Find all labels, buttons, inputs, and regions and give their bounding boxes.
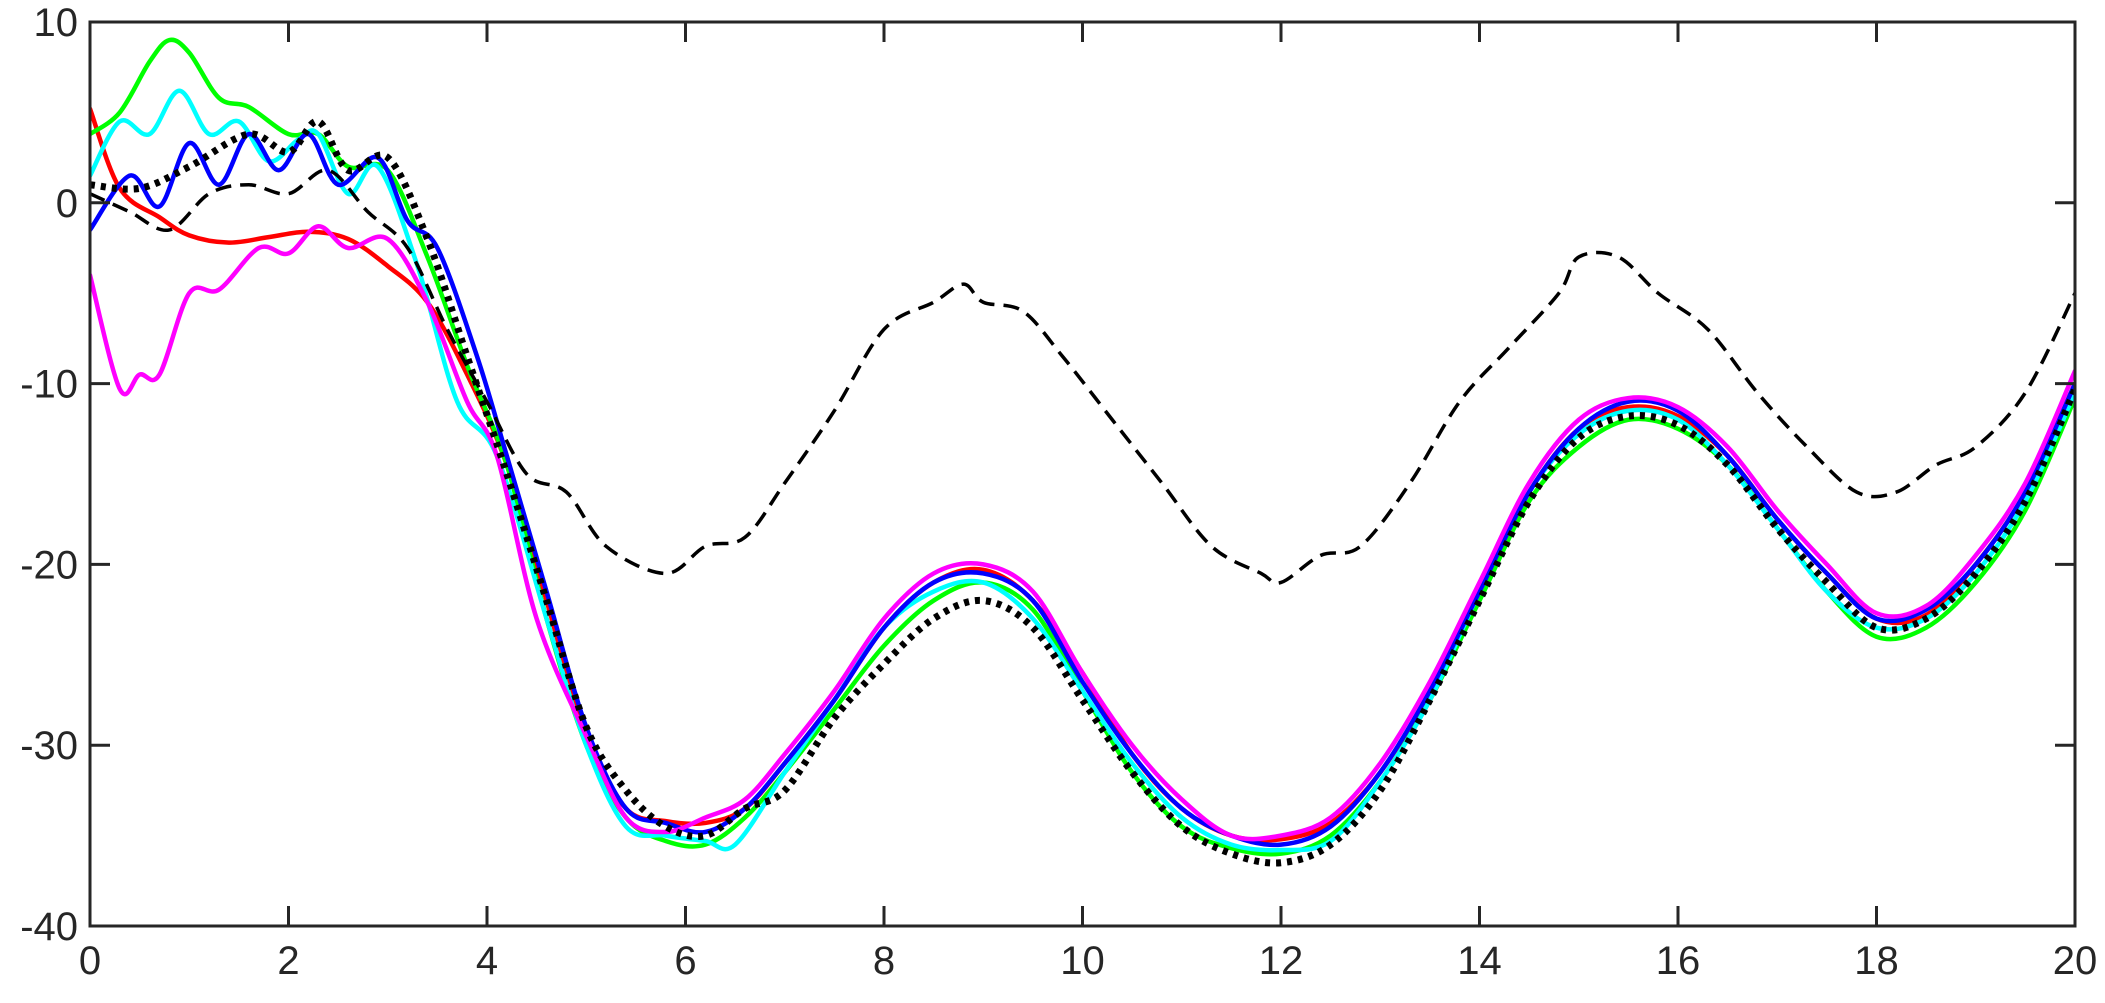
ticks-layer: 0 2 4 6 8 10 12 14 16 18 20 -40 -30 -20 -10 0 10 [20,1,2097,983]
y-tick-label: 10 [34,1,79,45]
y-tick-label: -30 [20,724,78,768]
x-tick-label: 20 [2053,939,2098,983]
x-tick-label: 10 [1060,939,1105,983]
x-tick-label: 0 [79,939,101,983]
series-line-5 [90,168,2075,585]
y-tick-label: -10 [20,363,78,407]
series-line-2 [90,88,2075,853]
x-tick-label: 18 [1854,939,1899,983]
series-line-1 [90,37,2075,857]
series-line-3 [90,131,2075,848]
x-tick-label: 16 [1656,939,1701,983]
x-tick-label: 8 [873,939,895,983]
x-tick-label: 14 [1457,939,1502,983]
series-line-4 [90,224,2075,842]
y-tick-label: -40 [20,905,78,949]
series-layer [90,37,2075,867]
y-tick-label: 0 [56,182,78,226]
x-tick-label: 12 [1259,939,1304,983]
x-tick-label: 2 [277,939,299,983]
y-tick-label: -20 [20,543,78,587]
x-tick-label: 6 [674,939,696,983]
x-tick-label: 4 [476,939,498,983]
series-line-6 [90,117,2075,867]
